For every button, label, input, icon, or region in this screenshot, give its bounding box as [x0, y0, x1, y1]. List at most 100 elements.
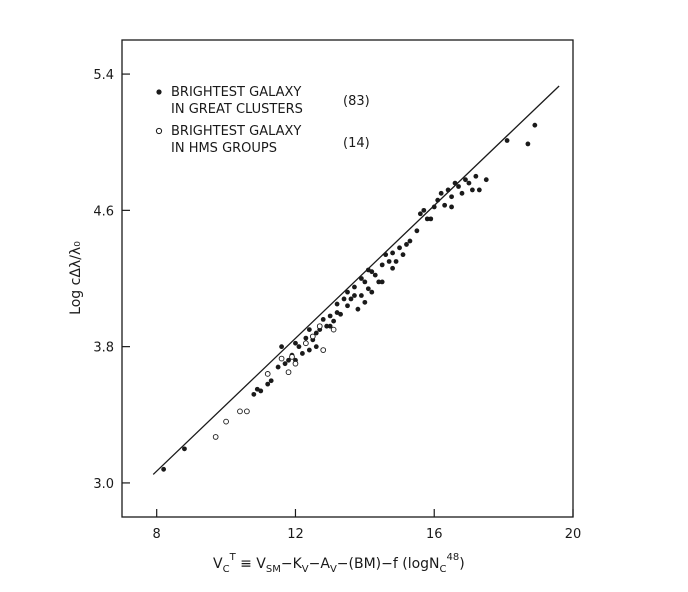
y-axis-label: Log cΔλ/λ₀ — [68, 241, 84, 315]
data-point-filled — [355, 306, 361, 312]
data-point-filled — [313, 330, 319, 336]
legend-entry-2-line2: IN HMS GROUPS — [171, 141, 277, 156]
x-tick-label: 8 — [153, 527, 161, 542]
legend-entry-1-count: (83) — [343, 94, 370, 109]
data-point-filled — [407, 238, 413, 244]
data-point-filled — [417, 211, 423, 217]
data-point-filled — [300, 351, 305, 356]
data-point-filled — [282, 361, 288, 367]
data-point-filled — [379, 262, 385, 268]
data-point-filled — [265, 381, 271, 387]
data-point-filled — [338, 311, 343, 317]
data-point-filled — [182, 446, 187, 452]
data-point-filled — [327, 313, 333, 319]
data-point-filled — [251, 391, 257, 397]
data-point-filled — [504, 138, 510, 143]
data-point-filled — [400, 252, 406, 258]
data-point-filled — [404, 242, 409, 247]
data-point-open — [264, 371, 271, 377]
data-point-filled — [275, 364, 281, 370]
axis-ticks: 8 12 16 20 3.0 3.8 4.6 5.4 — [93, 68, 581, 542]
data-point-open — [303, 340, 309, 347]
data-point-filled — [469, 187, 475, 193]
legend-marker-filled — [156, 89, 162, 95]
legend-entry-2-count: (14) — [343, 136, 370, 151]
data-point-filled — [352, 293, 357, 298]
data-point-filled — [393, 259, 399, 264]
fit-line — [152, 85, 560, 475]
data-point-filled — [414, 228, 420, 234]
data-point-filled — [331, 318, 337, 324]
data-point-open — [292, 360, 299, 367]
data-point-filled — [442, 202, 448, 208]
data-point-filled — [303, 335, 309, 341]
legend-marker-open — [155, 127, 163, 135]
data-point-filled — [463, 177, 468, 183]
data-point-filled — [390, 250, 395, 256]
legend: BRIGHTEST GALAXY IN GREAT CLUSTERS (83) … — [155, 85, 370, 156]
data-point-open — [316, 323, 323, 330]
data-point-filled — [483, 177, 489, 183]
data-point-filled — [286, 357, 291, 363]
data-point-filled — [525, 141, 531, 147]
legend-entry-2-line1: BRIGHTEST GALAXY — [171, 124, 301, 139]
data-point-filled — [456, 184, 461, 189]
y-tick-label: 3.8 — [93, 341, 114, 356]
data-point-filled — [293, 340, 298, 346]
data-point-open — [244, 408, 250, 415]
data-point-filled — [324, 323, 330, 329]
data-point-filled — [306, 327, 312, 333]
data-point-filled — [372, 272, 378, 278]
data-point-filled — [428, 216, 434, 222]
data-point-filled — [334, 301, 340, 307]
data-point-filled — [348, 296, 354, 302]
data-point-open — [320, 347, 327, 353]
data-point-open — [285, 369, 292, 376]
data-point-filled — [320, 316, 326, 322]
data-point-open — [289, 354, 295, 360]
data-point-filled — [421, 207, 427, 213]
data-point-filled — [532, 122, 538, 128]
data-point-filled — [313, 344, 319, 350]
data-point-filled — [306, 347, 312, 353]
data-point-filled — [341, 296, 347, 302]
data-point-filled — [476, 187, 482, 193]
legend-entry-1-line2: IN GREAT CLUSTERS — [171, 102, 303, 117]
y-tick-label: 3.0 — [93, 477, 114, 492]
data-point-open — [237, 408, 243, 415]
data-point-filled — [279, 344, 284, 350]
data-point-filled — [358, 276, 364, 281]
data-point-filled — [473, 173, 479, 179]
data-point-filled — [268, 378, 274, 384]
data-point-filled — [376, 279, 382, 285]
data-point-filled — [459, 190, 465, 196]
data-point-filled — [438, 190, 444, 196]
data-point-filled — [352, 284, 357, 290]
data-point-filled — [365, 286, 371, 292]
data-point-filled — [386, 259, 392, 264]
data-point-filled — [258, 388, 264, 394]
data-point-filled — [369, 289, 375, 295]
data-point-filled — [362, 279, 368, 285]
data-point-filled — [449, 204, 454, 210]
data-point-open — [278, 355, 285, 362]
plot-frame — [121, 39, 574, 518]
data-point-open — [212, 434, 219, 440]
x-tick-label: 12 — [287, 527, 304, 542]
y-tick-label: 4.6 — [93, 204, 114, 219]
x-tick-label: 20 — [565, 527, 582, 542]
x-tick-label: 16 — [426, 527, 443, 542]
data-points — [161, 122, 538, 472]
data-point-filled — [379, 279, 385, 285]
legend-entry-1-line1: BRIGHTEST GALAXY — [171, 85, 301, 100]
data-point-open — [330, 326, 337, 333]
data-point-filled — [449, 194, 454, 200]
data-point-filled — [431, 204, 437, 210]
y-tick-label: 5.4 — [93, 68, 114, 83]
data-point-open — [223, 418, 229, 425]
data-point-filled — [327, 323, 333, 329]
data-point-filled — [466, 180, 472, 186]
data-point-filled — [345, 289, 350, 295]
data-point-filled — [390, 265, 395, 271]
